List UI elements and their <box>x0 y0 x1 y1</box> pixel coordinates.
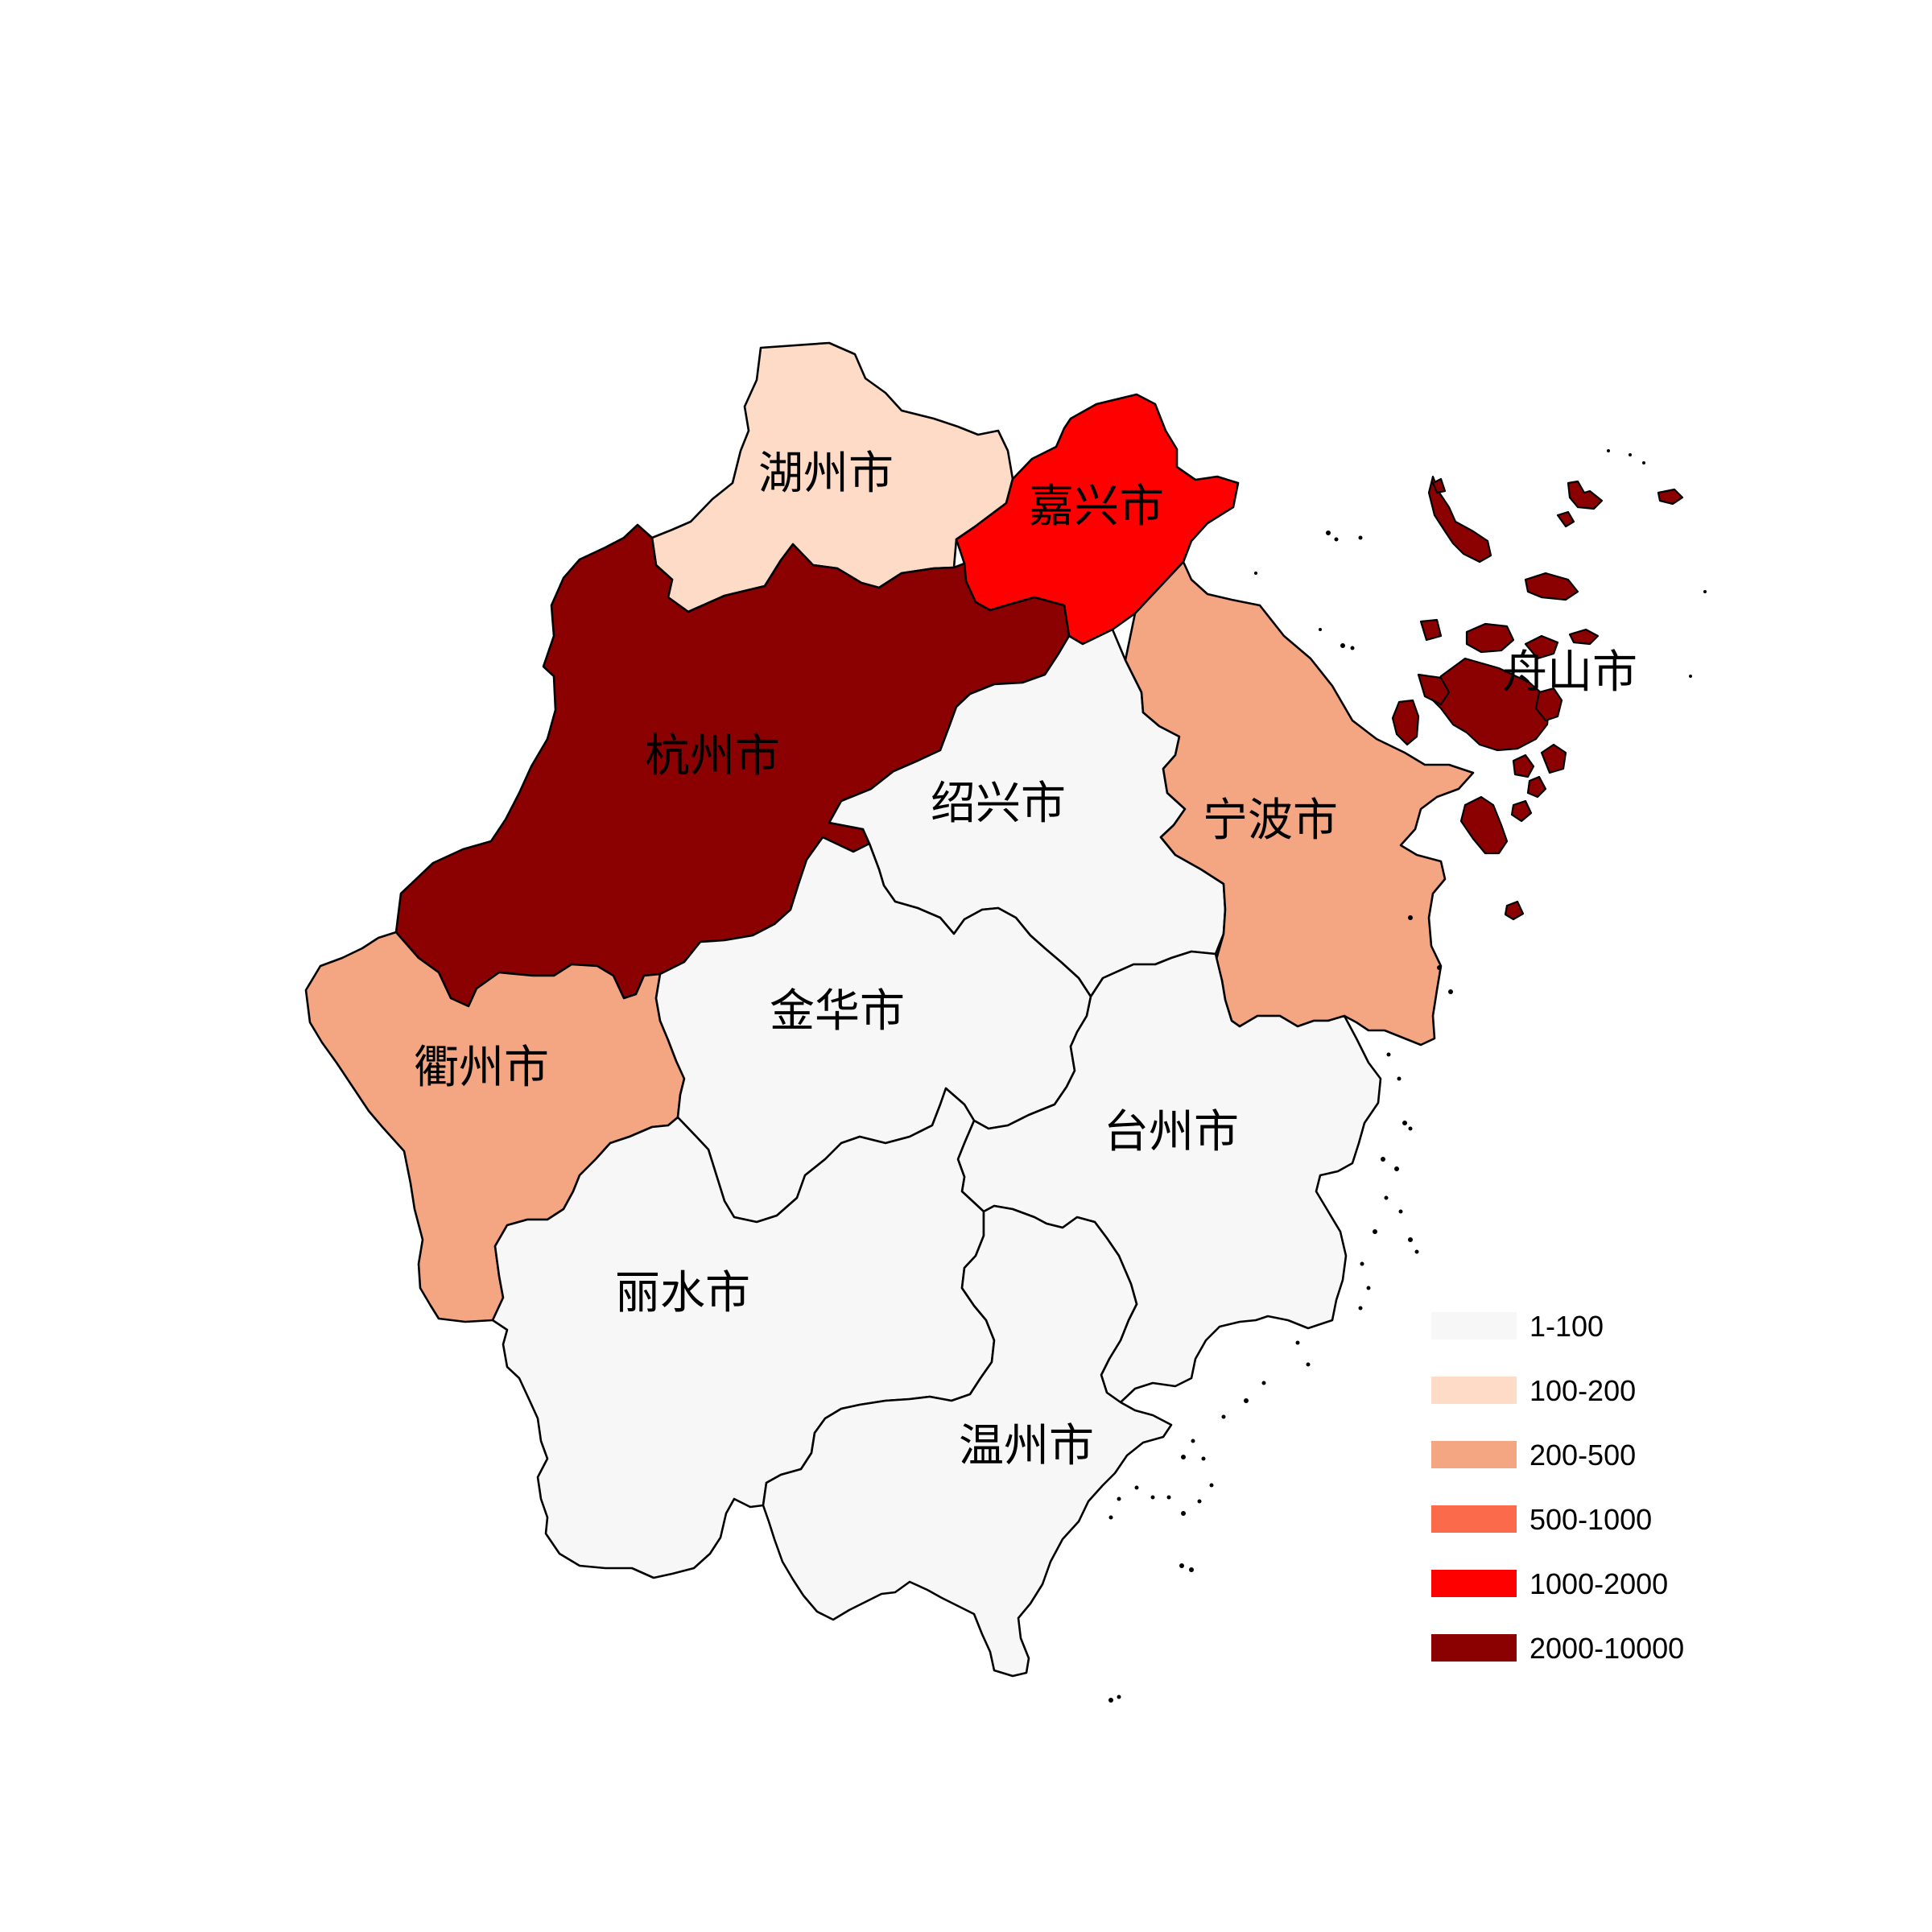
island-mid-3 <box>1419 618 1443 642</box>
legend-swatch-2 <box>1431 1377 1517 1404</box>
label-zhoushan: 舟山市 <box>1502 646 1637 699</box>
island-east-3 <box>1510 799 1533 823</box>
legend-swatch-1 <box>1431 1312 1517 1340</box>
region-ningbo[interactable] <box>1124 560 1475 1046</box>
island-far-7 <box>1556 510 1575 528</box>
legend-label-3: 200-500 <box>1530 1439 1636 1472</box>
island-taohua <box>1459 795 1509 855</box>
island-far-2 <box>1567 480 1604 510</box>
island-mid-2 <box>1524 634 1559 660</box>
label-quzhou: 衢州市 <box>414 1042 549 1094</box>
island-east-2 <box>1526 775 1547 799</box>
island-far-4 <box>1568 628 1600 646</box>
label-shaoxing: 绍兴市 <box>931 778 1066 830</box>
legend-swatch-5 <box>1431 1570 1517 1597</box>
legend-label-1: 1-100 <box>1530 1310 1604 1343</box>
label-lishui: 丽水市 <box>615 1267 750 1319</box>
island-far-5 <box>1504 900 1525 921</box>
legend-label-4: 500-1000 <box>1530 1503 1652 1536</box>
label-ningbo: 宁波市 <box>1203 795 1338 847</box>
legend-label-5: 1000-2000 <box>1530 1567 1668 1600</box>
island-main <box>1417 673 1451 706</box>
region-wenzhou[interactable] <box>762 1204 1173 1678</box>
label-jiaxing: 嘉兴市 <box>1029 481 1164 533</box>
legend-swatch-6 <box>1431 1634 1517 1662</box>
label-hangzhou: 杭州市 <box>645 730 780 782</box>
island-zhoushan-north <box>1427 475 1492 564</box>
legend-swatch-3 <box>1431 1441 1517 1468</box>
region-zhoushan[interactable] <box>1391 475 1684 921</box>
island-west <box>1391 699 1420 746</box>
island-zhujiajian <box>1540 743 1567 774</box>
label-huzhou: 湖州市 <box>758 448 894 500</box>
island-east-1 <box>1512 753 1535 778</box>
legend-swatch-4 <box>1431 1505 1517 1533</box>
label-wenzhou: 温州市 <box>959 1420 1094 1472</box>
island-far-3 <box>1657 488 1684 506</box>
island-far-6 <box>1431 477 1447 494</box>
island-mid-1 <box>1465 622 1515 654</box>
legend: 1-100 100-200 200-500 500-1000 1000-2000… <box>1431 1310 1684 1665</box>
island-liuheng <box>1534 687 1563 722</box>
label-taizhou: 台州市 <box>1104 1106 1239 1158</box>
coastal-islets <box>1108 449 1707 1703</box>
legend-label-6: 2000-10000 <box>1530 1632 1684 1665</box>
label-jinhua: 金华市 <box>770 985 905 1038</box>
island-far-1 <box>1524 572 1579 601</box>
island-daishan <box>1427 657 1551 752</box>
legend-label-2: 100-200 <box>1530 1374 1636 1407</box>
